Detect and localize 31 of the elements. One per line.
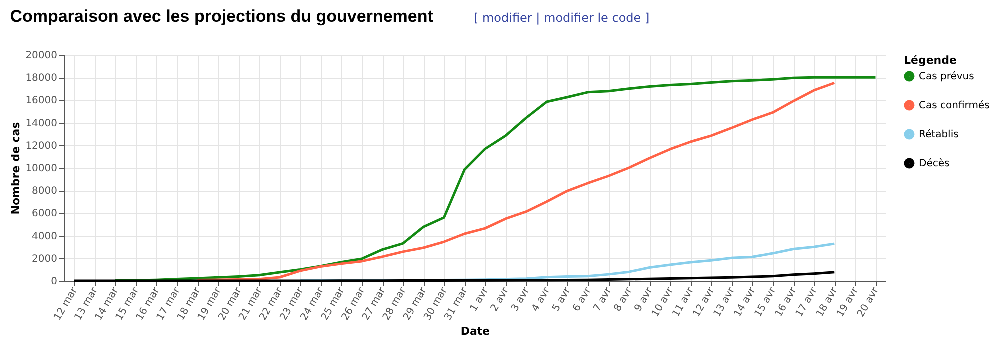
y-tick-label: 0	[51, 276, 58, 288]
line-series	[73, 271, 836, 282]
x-tick-label: 8 avr	[612, 285, 636, 314]
y-axis-title: Nombre de cas	[10, 122, 23, 215]
legend-label: Rétablis	[919, 130, 959, 140]
y-tick-label: 20000	[26, 50, 58, 62]
x-tick-label: 20 avr	[856, 285, 882, 320]
x-tick-label: 4 avr	[530, 285, 554, 314]
y-tick-label: 8000	[32, 186, 58, 198]
legend-title: Légende	[904, 54, 957, 67]
y-tick-label: 14000	[26, 118, 58, 130]
line-series	[196, 82, 836, 282]
legend-label: Cas confirmés	[919, 100, 990, 112]
y-tick-label: 4000	[32, 231, 58, 242]
y-tick-label: 2000	[32, 254, 58, 265]
y-tick-label: 6000	[32, 208, 58, 220]
x-axis-title: Date	[460, 325, 490, 338]
y-tick-label: 18000	[26, 73, 58, 84]
legend-label: Cas prévus	[919, 72, 974, 82]
x-tick-label: 1 avr	[468, 285, 492, 314]
x-tick-label: 2 avr	[489, 285, 512, 314]
y-tick-label: 10000	[26, 164, 58, 174]
legend-label: Décès	[919, 158, 950, 170]
y-tick-label: 12000	[26, 140, 58, 152]
text: [ modifier | modifier le code ]	[474, 11, 650, 25]
x-tick-label: 5 avr	[550, 285, 574, 314]
y-tick-label: 16000	[26, 96, 58, 107]
x-tick-label: 6 avr	[571, 285, 594, 314]
x-tick-label: 3 avr	[510, 285, 533, 314]
chart-title: Comparaison avec les projections du gouvernement	[10, 7, 434, 26]
x-tick-label: 7 avr	[592, 285, 615, 314]
